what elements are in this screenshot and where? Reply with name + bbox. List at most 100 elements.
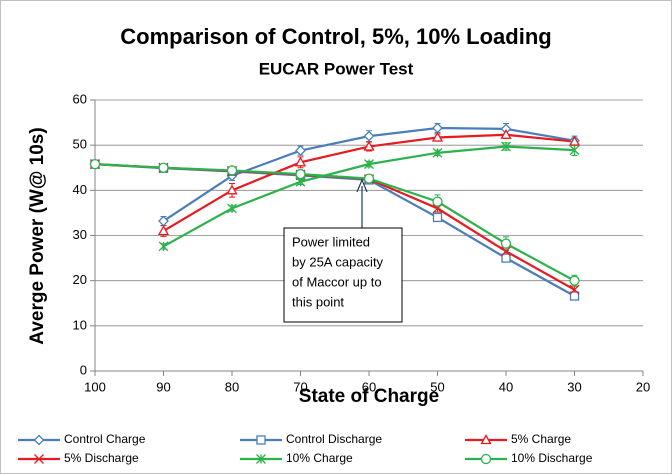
chart-title: Comparison of Control, 5%, 10% Loading xyxy=(120,24,551,49)
data-point xyxy=(158,162,169,173)
annotation-box xyxy=(283,227,403,323)
data-point xyxy=(432,212,443,223)
marker-part xyxy=(432,196,443,207)
marker-part xyxy=(34,454,44,464)
y-axis-label: Averge Power (W@ 10s) xyxy=(27,127,48,344)
marker-part xyxy=(568,135,581,146)
y-tick-label: 50 xyxy=(73,137,87,152)
x-axis-label: State of Charge xyxy=(299,386,439,407)
marker-part xyxy=(158,241,169,252)
series-line xyxy=(94,163,576,282)
data-point xyxy=(569,145,580,156)
marker-part xyxy=(363,130,375,142)
x-tick-label: 80 xyxy=(225,379,239,394)
legend-label: 5% Charge xyxy=(511,432,571,446)
x-tick-label: 90 xyxy=(156,379,170,394)
legend-label: 10% Discharge xyxy=(511,451,593,465)
data-point xyxy=(431,131,444,142)
y-tick-label: 10 xyxy=(73,317,87,332)
marker-part xyxy=(432,147,443,158)
marker-part xyxy=(295,168,306,180)
data-point xyxy=(294,156,307,167)
marker-part xyxy=(363,140,375,151)
legend-marker xyxy=(256,454,266,464)
data-point xyxy=(363,140,375,151)
legend-item: Control Discharge xyxy=(240,432,382,446)
legend-marker xyxy=(480,453,492,465)
marker-part xyxy=(256,435,266,445)
marker-part xyxy=(295,145,306,157)
marker-part xyxy=(501,246,511,257)
data-point xyxy=(500,128,512,139)
x-tick-label: 60 xyxy=(362,379,376,394)
marker-part xyxy=(569,284,580,295)
marker-part xyxy=(569,275,580,286)
marker-part xyxy=(363,173,375,184)
data-point xyxy=(363,173,375,184)
legend-item: Control Charge xyxy=(18,432,146,446)
data-point xyxy=(364,159,374,170)
marker-part xyxy=(480,434,492,445)
marker-part xyxy=(226,184,238,195)
legend-marker xyxy=(34,454,44,464)
data-point xyxy=(568,135,581,146)
chart-subtitle: EUCAR Power Test xyxy=(259,59,414,78)
marker-part xyxy=(157,225,170,236)
marker-part xyxy=(501,253,511,263)
x-tick-label: 100 xyxy=(84,379,106,394)
data-point xyxy=(501,253,511,263)
legend-item: 5% Charge xyxy=(465,432,571,446)
data-point xyxy=(157,225,170,236)
annotation-arrowhead xyxy=(356,178,368,193)
marker-part xyxy=(226,165,238,176)
marker-part xyxy=(480,453,492,465)
data-point xyxy=(158,241,169,252)
marker-part xyxy=(158,162,169,173)
marker-part xyxy=(294,156,307,167)
annotation: Power limited by 25A capacity of Maccor … xyxy=(283,178,403,323)
annotation-text: of Maccor up to xyxy=(292,274,382,289)
marker-part xyxy=(569,291,580,301)
x-tick-label: 50 xyxy=(430,379,444,394)
data-point xyxy=(500,238,512,249)
annotation-text: Power limited xyxy=(292,234,370,249)
legend-marker xyxy=(480,434,492,445)
data-point xyxy=(569,275,580,286)
legend-label: 10% Charge xyxy=(286,451,353,465)
marker-part xyxy=(89,158,101,170)
data-point xyxy=(569,284,580,295)
data-point xyxy=(501,246,511,257)
data-point xyxy=(501,141,511,152)
data-point xyxy=(226,184,238,195)
annotation-text: this point xyxy=(292,294,344,309)
data-point xyxy=(295,168,306,180)
x-tick-label: 30 xyxy=(567,379,581,394)
legend-marker xyxy=(33,434,45,446)
marker-part xyxy=(432,212,443,223)
data-point xyxy=(295,145,306,157)
legend-label: 5% Discharge xyxy=(64,451,139,465)
marker-part xyxy=(431,131,444,142)
x-tick-label: 40 xyxy=(499,379,513,394)
marker-part xyxy=(364,159,374,170)
x-tick-label: 20 xyxy=(636,379,650,394)
y-tick-label: 30 xyxy=(73,227,87,242)
annotation-text: by 25A capacity xyxy=(292,254,384,269)
data-point xyxy=(432,147,443,158)
data-point xyxy=(226,165,238,176)
marker-part xyxy=(500,128,512,139)
legend-item: 10% Discharge xyxy=(465,451,593,465)
data-point xyxy=(89,158,101,170)
legend-label: Control Discharge xyxy=(286,432,382,446)
y-tick-label: 0 xyxy=(80,362,87,377)
marker-part xyxy=(500,238,512,249)
y-tick-label: 60 xyxy=(73,91,87,106)
marker-part xyxy=(256,454,266,464)
data-point xyxy=(227,203,237,214)
marker-part xyxy=(33,434,45,446)
y-tick-label: 40 xyxy=(73,182,87,197)
data-point xyxy=(432,196,443,207)
marker-part xyxy=(227,203,237,214)
y-tick-label: 20 xyxy=(73,272,87,287)
legend-marker xyxy=(256,435,266,445)
